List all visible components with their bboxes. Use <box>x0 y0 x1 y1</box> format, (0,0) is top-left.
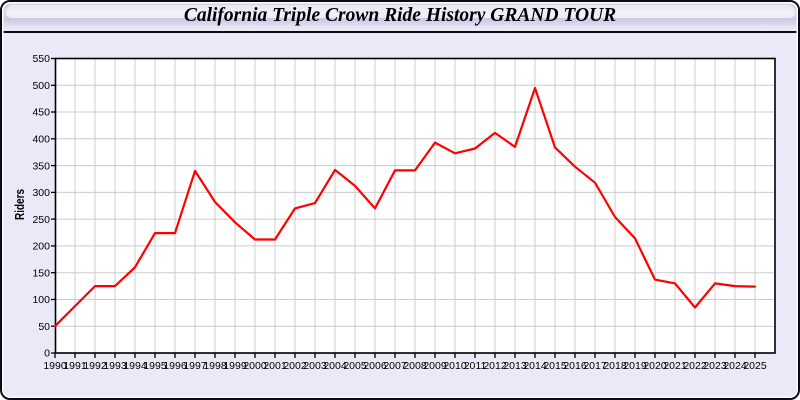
svg-text:2021: 2021 <box>663 360 687 372</box>
svg-text:1994: 1994 <box>123 360 147 372</box>
svg-text:2011: 2011 <box>464 360 487 372</box>
svg-text:1997: 1997 <box>183 360 207 372</box>
svg-text:2005: 2005 <box>343 360 367 372</box>
svg-text:2018: 2018 <box>603 360 627 372</box>
svg-text:2008: 2008 <box>403 360 427 372</box>
svg-text:250: 250 <box>32 214 50 226</box>
svg-text:2013: 2013 <box>503 360 527 372</box>
svg-text:2017: 2017 <box>583 360 607 372</box>
svg-text:550: 550 <box>32 53 50 65</box>
svg-text:2012: 2012 <box>483 360 507 372</box>
svg-text:2002: 2002 <box>283 360 307 372</box>
svg-text:500: 500 <box>32 80 50 92</box>
svg-text:2014: 2014 <box>523 360 547 372</box>
svg-text:2019: 2019 <box>623 360 647 372</box>
svg-text:0: 0 <box>44 348 50 360</box>
svg-text:1998: 1998 <box>203 360 227 372</box>
svg-text:1995: 1995 <box>143 360 167 372</box>
svg-text:200: 200 <box>32 241 50 253</box>
svg-text:400: 400 <box>32 134 50 146</box>
svg-text:2020: 2020 <box>643 360 667 372</box>
svg-text:2010: 2010 <box>443 360 467 372</box>
svg-text:1992: 1992 <box>83 360 107 372</box>
svg-text:2000: 2000 <box>243 360 267 372</box>
svg-text:2025: 2025 <box>743 360 767 372</box>
svg-text:50: 50 <box>38 321 50 333</box>
svg-text:100: 100 <box>32 294 50 306</box>
svg-text:1991: 1991 <box>63 360 87 372</box>
svg-text:350: 350 <box>32 160 50 172</box>
svg-text:2016: 2016 <box>563 360 587 372</box>
svg-text:2003: 2003 <box>303 360 327 372</box>
svg-text:1999: 1999 <box>223 360 247 372</box>
svg-text:Riders: Riders <box>13 189 27 220</box>
svg-text:2009: 2009 <box>423 360 447 372</box>
svg-text:300: 300 <box>32 187 50 199</box>
svg-text:2024: 2024 <box>723 360 747 372</box>
svg-text:1990: 1990 <box>43 360 67 372</box>
svg-text:2001: 2001 <box>263 360 287 372</box>
svg-text:2015: 2015 <box>543 360 567 372</box>
svg-text:2022: 2022 <box>683 360 707 372</box>
svg-text:2006: 2006 <box>363 360 387 372</box>
svg-text:1993: 1993 <box>103 360 127 372</box>
svg-text:2023: 2023 <box>703 360 727 372</box>
svg-text:450: 450 <box>32 107 50 119</box>
svg-text:2007: 2007 <box>383 360 407 372</box>
svg-text:150: 150 <box>32 267 50 279</box>
svg-text:1996: 1996 <box>163 360 187 372</box>
svg-text:2004: 2004 <box>323 360 347 372</box>
